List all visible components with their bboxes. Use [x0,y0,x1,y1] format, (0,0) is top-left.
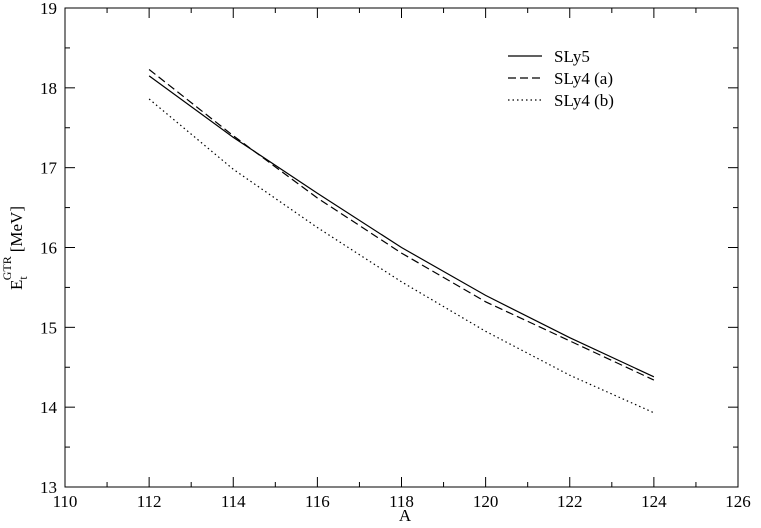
series-line [148,98,655,414]
y-label-main: E [7,280,26,290]
y-tick-label: 18 [40,79,57,98]
x-axis-label: A [399,506,412,525]
y-tick-label: 14 [40,398,58,417]
series-line [148,75,655,378]
x-tick-label: 114 [221,492,246,511]
legend-label: SLy5 [554,47,590,66]
y-axis-label: EtGTR [MeV] [0,206,30,290]
x-tick-label: 112 [137,492,162,511]
y-label-sup: GTR [0,256,14,280]
x-tick-label: 110 [53,492,78,511]
x-tick-label: 122 [557,492,583,511]
legend-label: SLy4 (a) [554,69,613,88]
series-line [148,69,655,381]
y-tick-label: 15 [40,318,57,337]
x-tick-label: 126 [725,492,751,511]
y-label-sub: t [16,276,30,280]
x-tick-label: 124 [641,492,667,511]
y-tick-label: 17 [40,159,58,178]
y-tick-label: 13 [40,478,57,497]
y-label-unit: [MeV] [7,206,26,252]
y-tick-label: 16 [40,239,57,258]
y-tick-label: 19 [40,0,57,18]
x-tick-label: 120 [473,492,499,511]
x-tick-label: 118 [389,492,414,511]
legend-label: SLy4 (b) [554,91,614,110]
x-tick-label: 116 [305,492,330,511]
